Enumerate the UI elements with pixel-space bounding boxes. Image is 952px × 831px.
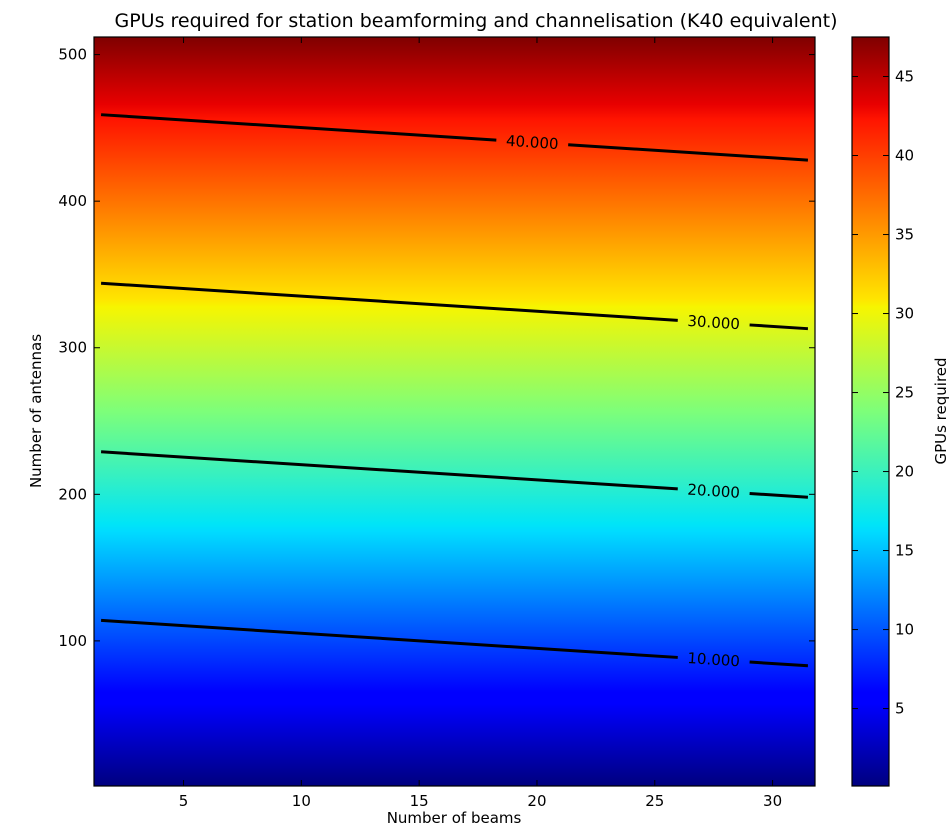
colorbar-tick-label: 25 <box>895 384 914 402</box>
y-tick-label: 300 <box>58 339 87 357</box>
x-tick-label: 5 <box>179 792 189 810</box>
x-tick-label: 25 <box>645 792 664 810</box>
colorbar-label: GPUs required <box>932 357 950 464</box>
colorbar-tick-label: 30 <box>895 305 914 323</box>
contour-label: 10.000 <box>687 649 741 670</box>
colorbar-tick-label: 15 <box>895 542 914 560</box>
y-tick-label: 400 <box>58 192 87 210</box>
contour-line-10 <box>100 618 678 659</box>
heatmap <box>94 37 815 786</box>
x-tick-label: 15 <box>410 792 429 810</box>
y-axis-label: Number of antennas <box>27 334 45 488</box>
y-tick-label: 200 <box>58 485 87 503</box>
colorbar-strip <box>851 36 890 787</box>
contour-line-20 <box>100 450 678 491</box>
contour-line-40 <box>100 113 497 142</box>
contour-label: 40.000 <box>505 132 559 153</box>
colorbar-tick-label: 10 <box>895 621 914 639</box>
colorbar: 5 10 15 20 25 30 35 40 45 GPUs required <box>851 36 950 787</box>
x-axis: 5 10 15 20 25 30 <box>179 37 782 810</box>
contour-line-40-segment <box>568 143 809 162</box>
colorbar-tick-label: 40 <box>895 147 914 165</box>
x-tick-label: 10 <box>292 792 311 810</box>
x-tick-label: 30 <box>763 792 782 810</box>
colorbar-ticks: 5 10 15 20 25 30 35 40 45 <box>852 68 914 718</box>
contour-lines: 10.000 20.000 30.000 40.000 <box>100 113 809 670</box>
y-tick-label: 100 <box>58 632 87 650</box>
x-tick-label: 20 <box>527 792 546 810</box>
y-tick-label: 500 <box>58 46 87 64</box>
x-axis-label: Number of beams <box>387 809 522 827</box>
contour-label: 30.000 <box>687 312 741 333</box>
colorbar-tick-label: 5 <box>895 700 905 718</box>
contour-line-20-segment <box>749 492 809 499</box>
colorbar-tick-label: 45 <box>895 68 914 86</box>
contour-line-30 <box>100 281 678 322</box>
y-axis: 100 200 300 400 500 <box>58 46 815 650</box>
contour-line-30-segment <box>749 323 809 331</box>
chart-title: GPUs required for station beamforming an… <box>114 10 837 32</box>
colorbar-tick-label: 35 <box>895 226 914 244</box>
colorbar-tick-label: 20 <box>895 463 914 481</box>
contour-line-10-segment <box>749 660 809 668</box>
plot-frame <box>93 36 816 787</box>
contour-label: 20.000 <box>687 481 741 502</box>
plot-area: 10.000 20.000 30.000 40.000 5 10 15 20 25 30 100… <box>58 36 816 810</box>
